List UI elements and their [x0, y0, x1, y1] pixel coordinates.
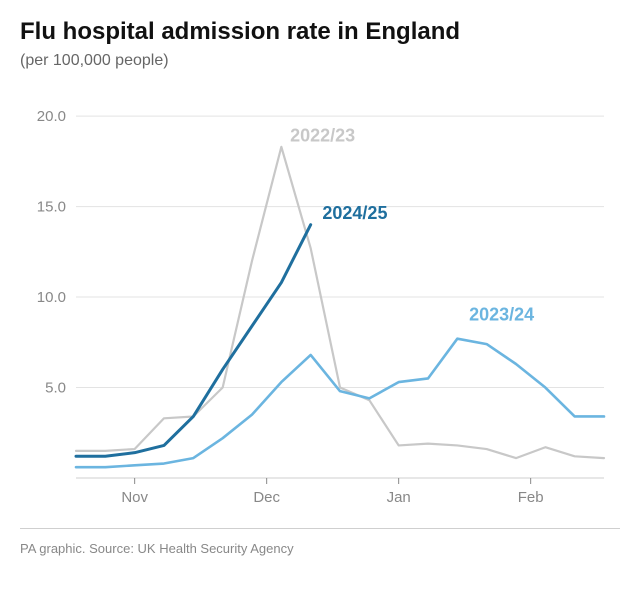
chart-subtitle: (per 100,000 people) [20, 52, 620, 70]
x-tick-label: Nov [121, 489, 148, 506]
y-tick-label: 15.0 [37, 199, 66, 216]
series-label-2023-24: 2023/24 [469, 305, 534, 325]
chart-svg: 5.0 10.0 15.0 20.0 Nov Dec Jan Feb 2022/23 2023/2… [20, 80, 620, 520]
y-tick-label: 10.0 [37, 289, 66, 306]
divider [20, 528, 620, 529]
series-label-2022-23: 2022/23 [290, 125, 355, 145]
x-tick-label: Jan [387, 489, 411, 506]
y-tick-label: 5.0 [45, 380, 66, 397]
chart-title: Flu hospital admission rate in England [20, 18, 620, 46]
y-tick-label: 20.0 [37, 108, 66, 125]
line-chart: 5.0 10.0 15.0 20.0 Nov Dec Jan Feb 2022/23 2023/2… [20, 80, 620, 520]
x-tick-label: Dec [253, 489, 280, 506]
x-tick-label: Feb [518, 489, 544, 506]
series-label-2024-25: 2024/25 [322, 203, 387, 223]
chart-footer: PA graphic. Source: UK Health Security A… [20, 535, 620, 556]
